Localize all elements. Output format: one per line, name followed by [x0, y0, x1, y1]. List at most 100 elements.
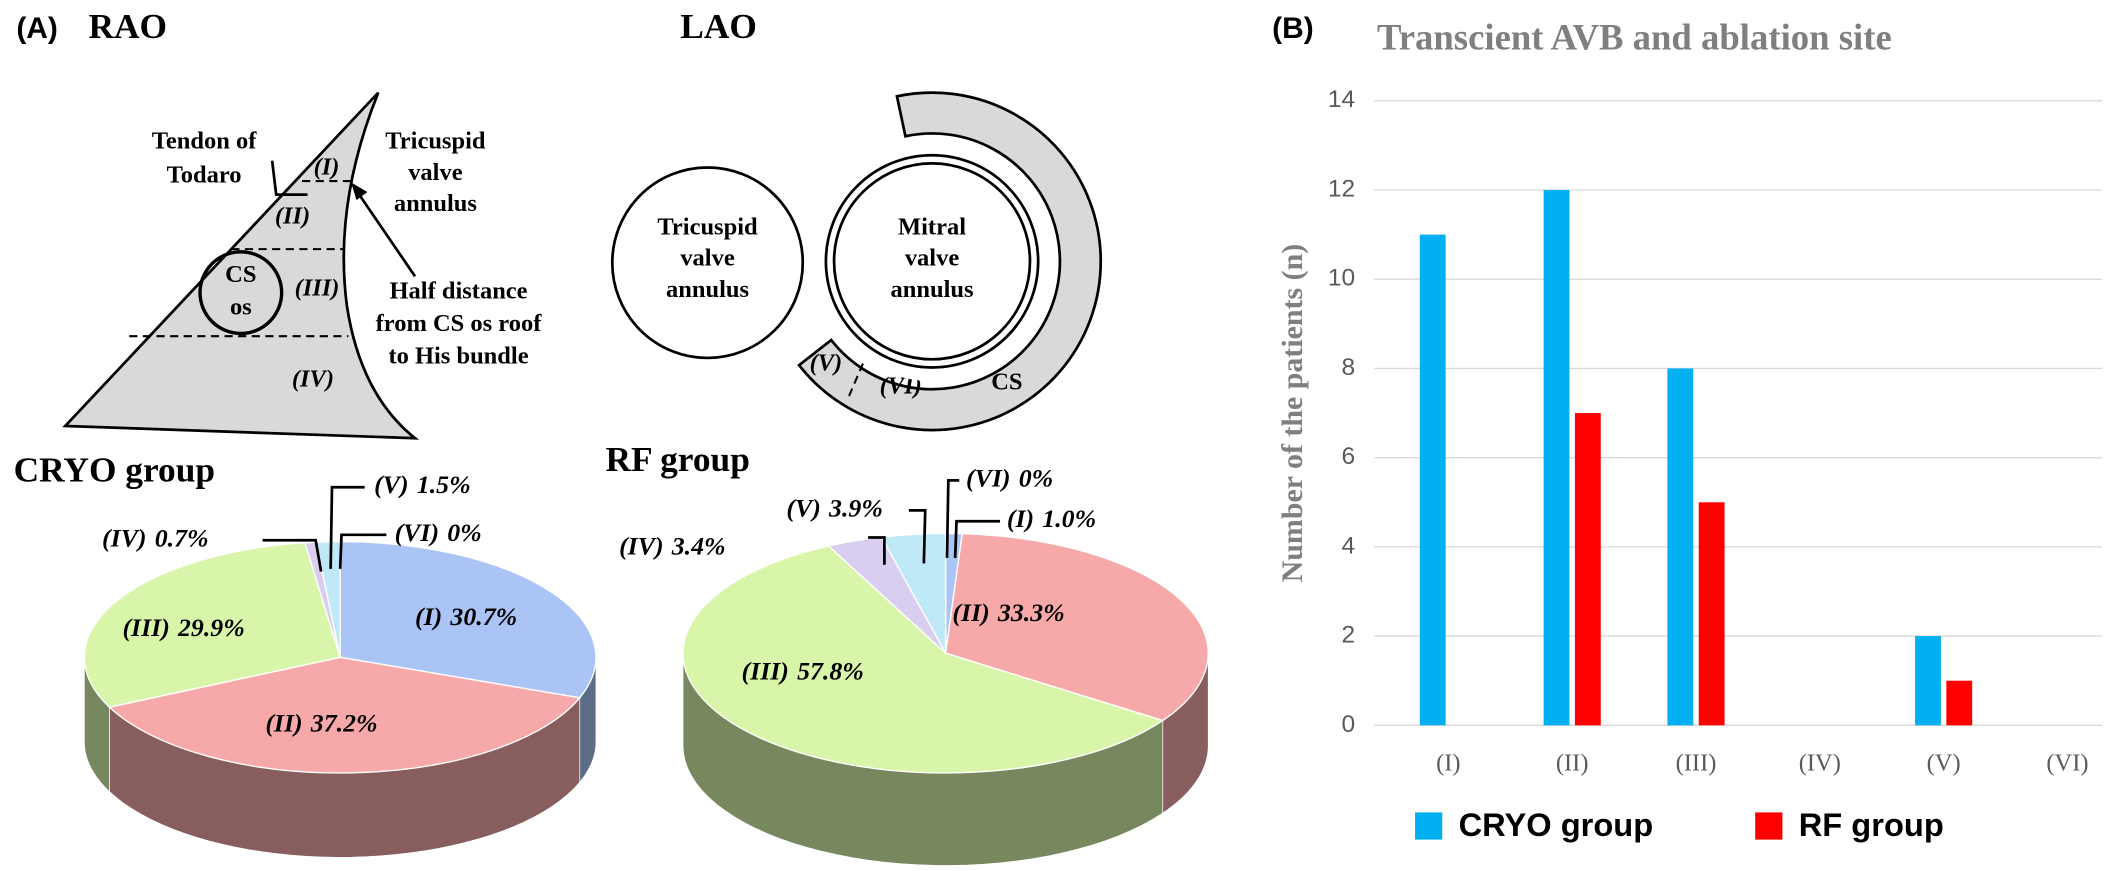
- y-tick-label: 12: [1328, 175, 1355, 202]
- tendon-label: Todaro: [167, 162, 242, 189]
- data-label: (VI) 0%: [395, 518, 482, 547]
- value-label: 1.0%: [1042, 504, 1096, 533]
- pie-title: RF group: [605, 439, 749, 479]
- leader-line: [329, 485, 365, 569]
- data-label: (V) 1.5%: [374, 470, 470, 499]
- data-label: (III) 29.9%: [122, 613, 244, 642]
- tricuspid-label: annulus: [394, 190, 477, 217]
- value-label: 57.8%: [797, 657, 864, 686]
- category-label: (II): [952, 598, 989, 627]
- leader-line: [945, 479, 960, 558]
- y-tick-label: 14: [1328, 86, 1355, 113]
- half-distance-label: to His bundle: [388, 343, 528, 370]
- tricuspid-label: valve: [680, 245, 735, 272]
- bar: [1698, 502, 1725, 726]
- value-label: 30.7%: [449, 602, 517, 631]
- tendon-label: Tendon of: [152, 128, 257, 155]
- legend-swatch: [1415, 812, 1443, 840]
- gap-ring-line: [824, 153, 1040, 369]
- region-label: (IV): [292, 366, 334, 393]
- pie-slice: [682, 545, 1165, 774]
- category-label: (II): [265, 708, 302, 737]
- y-tick-label: 4: [1342, 532, 1356, 559]
- category-label: (V): [786, 493, 820, 522]
- data-label: (I) 30.7%: [415, 602, 517, 631]
- y-axis-label: Number of the patients (n): [1276, 244, 1309, 583]
- data-label: (II) 33.3%: [952, 598, 1064, 627]
- pie-slice: [944, 533, 1209, 722]
- category-label: (VI): [395, 518, 440, 547]
- x-tick-label: (IV): [1799, 749, 1841, 776]
- category-label: (IV): [102, 523, 147, 552]
- bar: [1667, 368, 1694, 726]
- data-label: (I) 1.0%: [1007, 504, 1096, 533]
- legend-label: CRYO group: [1459, 806, 1654, 843]
- region-label: (I): [314, 153, 340, 180]
- y-tick-label: 8: [1342, 354, 1356, 381]
- value-label: 0.7%: [155, 523, 209, 552]
- rao-diagram: [62, 91, 420, 440]
- tricuspid-label: Tricuspid: [385, 128, 486, 155]
- value-label: 3.4%: [671, 531, 726, 560]
- panel-label: (A): [16, 12, 58, 45]
- x-tick-label: (VI): [2046, 749, 2088, 776]
- mitral-label: Mitral: [898, 213, 966, 240]
- gap-ring: [812, 141, 1052, 382]
- value-label: 33.3%: [997, 598, 1065, 627]
- half-distance-label: Half distance: [389, 277, 527, 304]
- x-tick-label: (III): [1676, 749, 1717, 776]
- data-label: (III) 57.8%: [742, 657, 864, 686]
- lao-diagram: [610, 91, 1103, 432]
- diagram-title: LAO: [680, 6, 757, 46]
- category-label: (VI): [966, 463, 1011, 492]
- data-label: (V) 3.9%: [786, 493, 882, 522]
- region-label: (III): [295, 275, 340, 302]
- x-tick-label: (II): [1556, 749, 1589, 776]
- x-tick-label: (I): [1436, 749, 1460, 776]
- tricuspid-label: valve: [408, 159, 463, 186]
- leader-line: [338, 533, 387, 569]
- category-label: (I): [1007, 504, 1034, 533]
- value-label: 0%: [447, 518, 481, 547]
- value-label: 3.9%: [828, 493, 883, 522]
- data-label: (IV) 0.7%: [102, 523, 209, 552]
- leader-line: [262, 538, 323, 572]
- data-label: (IV) 3.4%: [619, 531, 726, 560]
- chart-title: Transcient AVB and ablation site: [1377, 16, 1892, 57]
- pie-slice: [339, 540, 597, 699]
- leader-line: [953, 519, 1001, 559]
- mitral-label: valve: [905, 245, 960, 272]
- x-tick-label: (V): [1927, 749, 1961, 776]
- tricuspid-label: annulus: [666, 276, 749, 303]
- y-tick-label: 10: [1328, 265, 1355, 292]
- y-tick-label: 6: [1342, 443, 1356, 470]
- bar: [1946, 680, 1973, 726]
- category-label: (III): [742, 657, 789, 686]
- data-label: (VI) 0%: [966, 463, 1053, 492]
- bar: [1543, 190, 1570, 726]
- region-label: (V): [810, 349, 843, 376]
- category-label: (V): [374, 470, 408, 499]
- pie-title: CRYO group: [14, 450, 215, 490]
- cs-os-label: CS: [225, 261, 256, 288]
- diagram-title: RAO: [88, 6, 167, 46]
- bar: [1419, 234, 1446, 726]
- category-label: (IV): [619, 531, 664, 560]
- tricuspid-label: Tricuspid: [657, 213, 758, 240]
- cs-label: CS: [991, 368, 1022, 395]
- leader-line: [868, 536, 886, 565]
- pie-slice: [83, 542, 342, 708]
- y-tick-label: 2: [1342, 622, 1356, 649]
- value-label: 37.2%: [310, 708, 378, 737]
- mitral-label: annulus: [890, 276, 973, 303]
- leader-line: [908, 508, 927, 564]
- category-label: (III): [122, 613, 169, 642]
- half-distance-label: from CS os roof: [376, 310, 543, 337]
- panel-label: (B): [1272, 12, 1314, 45]
- category-label: (I): [415, 602, 442, 631]
- region-label: (II): [275, 202, 310, 229]
- pie-slice: [107, 656, 581, 774]
- y-tick-label: 0: [1342, 711, 1356, 738]
- value-label: 1.5%: [417, 470, 471, 499]
- value-label: 29.9%: [177, 613, 245, 642]
